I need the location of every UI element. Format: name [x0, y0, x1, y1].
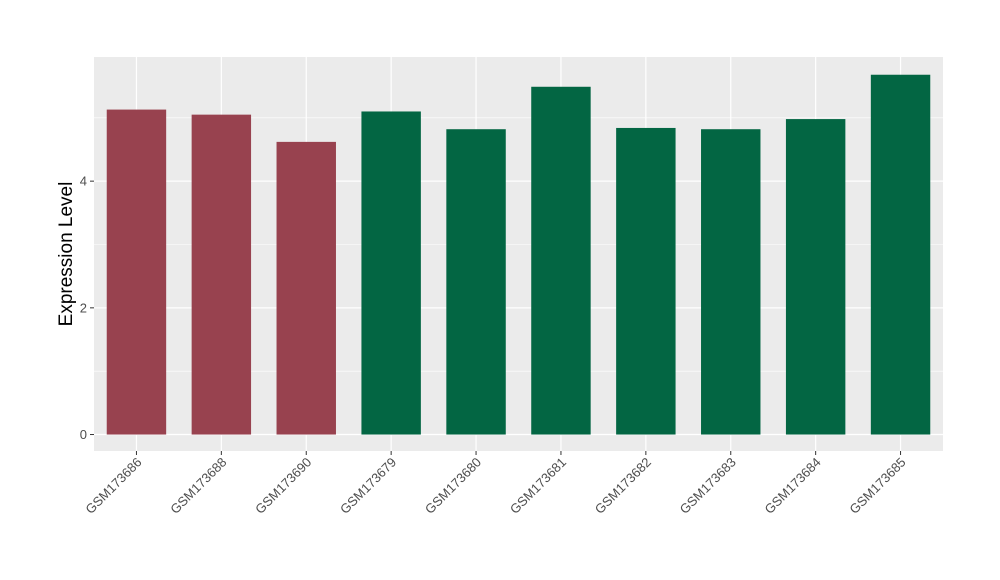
y-tick-label: 2 — [80, 300, 87, 315]
x-tick-label: GSM173681 — [507, 455, 569, 517]
bar — [531, 86, 591, 435]
x-tick-label: GSM173688 — [167, 455, 229, 517]
x-tick-label: GSM173683 — [677, 455, 739, 517]
bar — [701, 129, 761, 435]
x-tick-label: GSM173680 — [422, 455, 484, 517]
x-tick-label: GSM173682 — [592, 455, 654, 517]
y-tick-label: 4 — [80, 174, 87, 189]
x-tick-label: GSM173684 — [762, 455, 824, 517]
bar — [106, 109, 167, 435]
bar — [616, 127, 676, 435]
bar — [785, 119, 846, 435]
y-axis: 0 2 4 — [80, 174, 94, 442]
bar — [870, 74, 931, 435]
bar — [191, 114, 252, 435]
bar — [446, 129, 506, 435]
y-tick-label: 0 — [80, 427, 87, 442]
bar — [276, 141, 336, 435]
x-tick-label: GSM173686 — [82, 455, 144, 517]
x-tick-label: GSM173679 — [337, 455, 399, 517]
x-tick-label: GSM173690 — [252, 455, 314, 517]
x-tick-label: GSM173685 — [846, 455, 908, 517]
y-axis-title: Expression Level — [56, 182, 77, 327]
bar — [361, 111, 421, 435]
bars — [106, 74, 931, 435]
x-axis: GSM173686 GSM173688 GSM173690 GSM173679 GSM1… — [82, 451, 909, 517]
